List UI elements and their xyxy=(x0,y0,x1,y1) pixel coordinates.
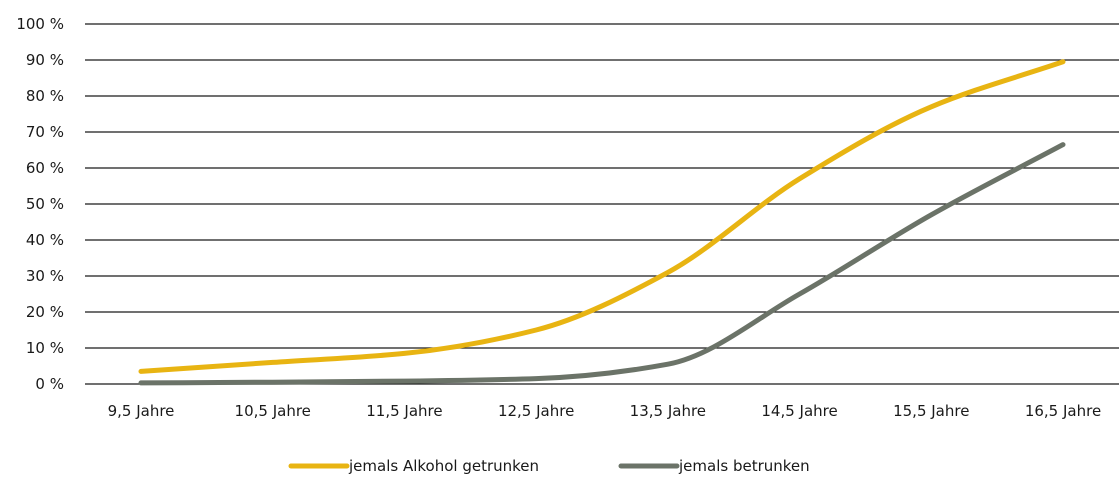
legend: jemals Alkohol getrunken jemals betrunken xyxy=(288,457,810,475)
y-axis-ticks: 0 % 10 % 20 % 30 % 40 % 50 % 60 % 70 % 80 % 90 % 1… xyxy=(16,15,64,393)
y-tick-label: 20 % xyxy=(26,303,64,321)
series-lines xyxy=(138,59,1066,386)
x-tick-label: 12,5 Jahre xyxy=(498,402,574,420)
y-tick-label: 100 % xyxy=(16,15,64,33)
x-tick-label: 13,5 Jahre xyxy=(630,402,706,420)
y-tick-label: 70 % xyxy=(26,123,64,141)
y-tick-label: 80 % xyxy=(26,87,64,105)
y-tick-label: 10 % xyxy=(26,339,64,357)
y-tick-label: 50 % xyxy=(26,195,64,213)
x-tick-label: 14,5 Jahre xyxy=(761,402,837,420)
gridlines xyxy=(85,23,1119,385)
y-tick-label: 30 % xyxy=(26,267,64,285)
x-axis-ticks: 9,5 Jahre 10,5 Jahre 11,5 Jahre 12,5 Jahre 1… xyxy=(108,402,1102,420)
x-tick-label: 16,5 Jahre xyxy=(1025,402,1101,420)
legend-label: jemals Alkohol getrunken xyxy=(348,457,539,475)
y-tick-label: 40 % xyxy=(26,231,64,249)
y-tick-label: 90 % xyxy=(26,51,64,69)
x-tick-label: 11,5 Jahre xyxy=(366,402,442,420)
legend-label: jemals betrunken xyxy=(678,457,810,475)
series-line-alkohol xyxy=(138,59,1066,374)
y-tick-label: 0 % xyxy=(35,375,64,393)
x-tick-label: 10,5 Jahre xyxy=(235,402,311,420)
x-tick-label: 15,5 Jahre xyxy=(893,402,969,420)
series-line-betrunken xyxy=(138,142,1066,386)
y-tick-label: 60 % xyxy=(26,159,64,177)
x-tick-label: 9,5 Jahre xyxy=(108,402,175,420)
